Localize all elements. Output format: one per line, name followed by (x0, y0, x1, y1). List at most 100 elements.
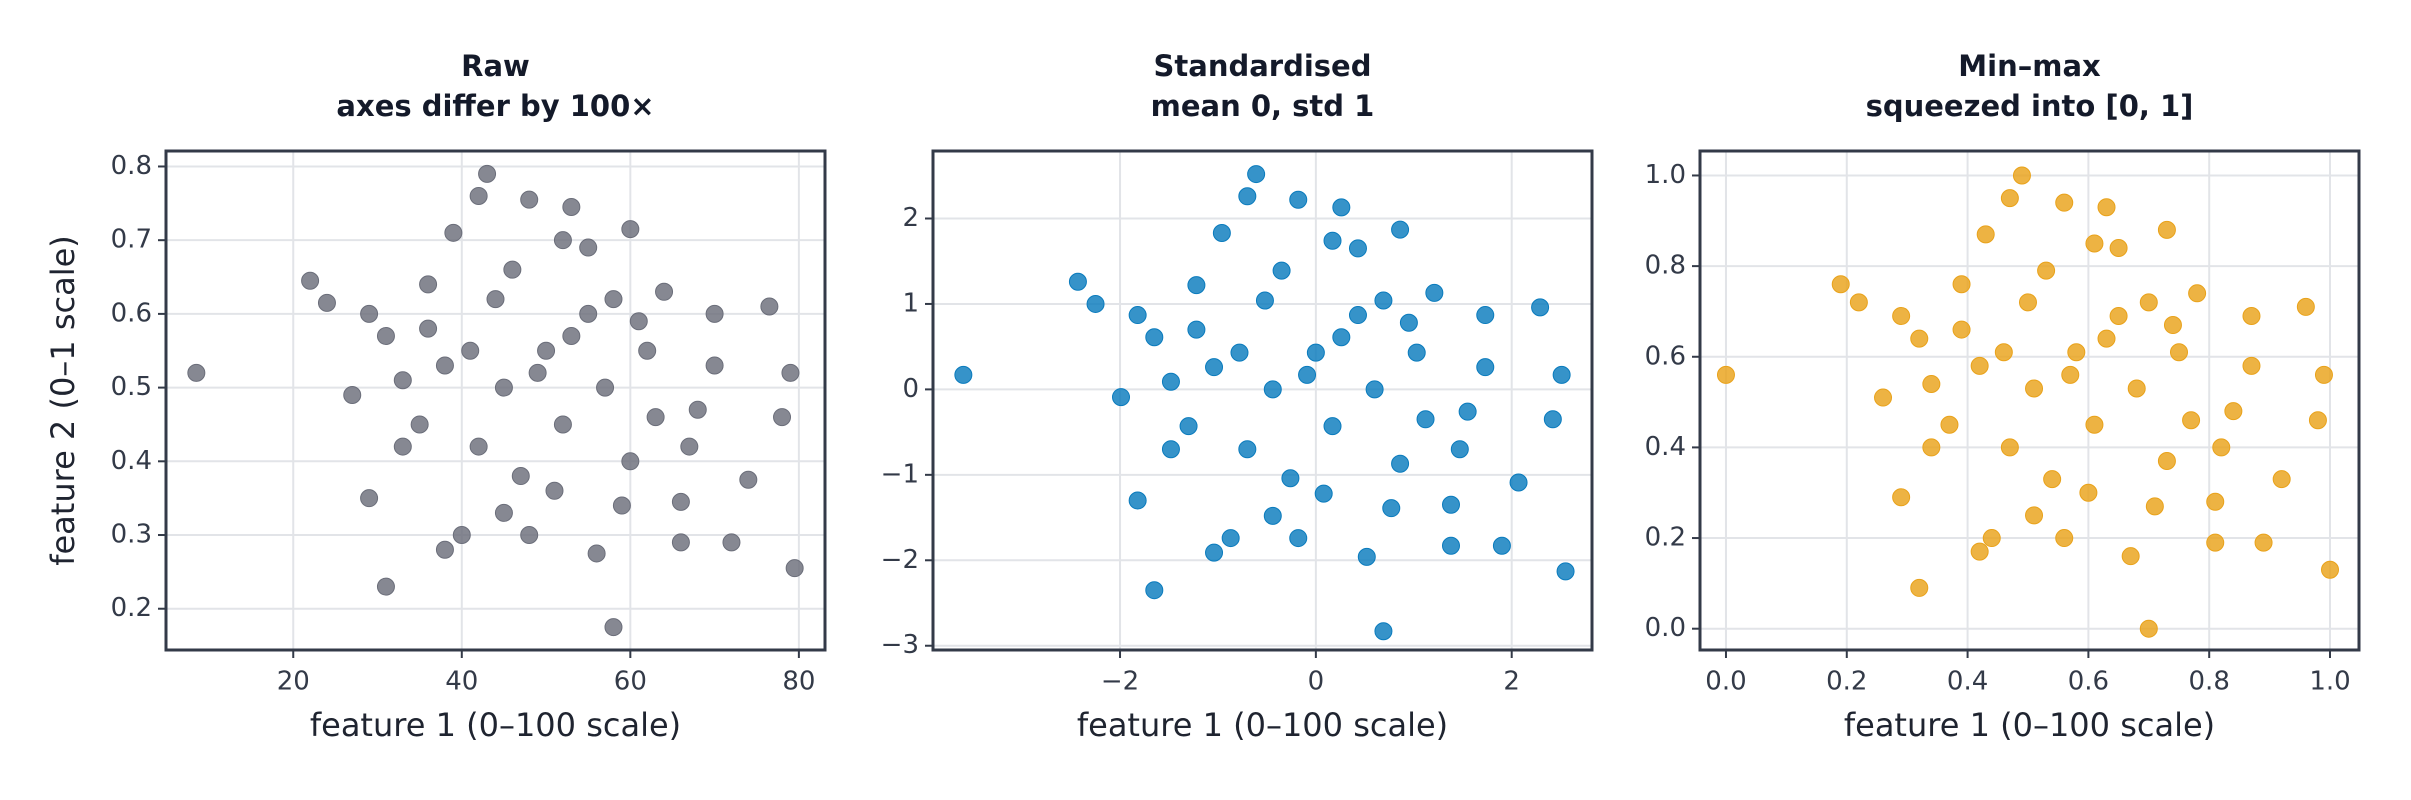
point (1476, 358, 1495, 377)
panel-subtitle: axes differ by 100× (336, 89, 654, 123)
point (537, 341, 556, 360)
point (2055, 529, 2074, 548)
point (680, 437, 699, 456)
point (1263, 506, 1282, 525)
point (461, 341, 480, 360)
point (1441, 536, 1460, 555)
point (2055, 193, 2074, 212)
point (1289, 190, 1308, 209)
point (2308, 411, 2327, 430)
y-tick-label: 0.5 (111, 372, 152, 402)
point (520, 190, 539, 209)
point (1179, 417, 1198, 436)
x-axis-label: feature 1 (0–100 scale) (1077, 706, 1448, 744)
point (503, 260, 522, 279)
point (1552, 365, 1571, 384)
point (2067, 343, 2086, 362)
point (393, 437, 412, 456)
point (1391, 220, 1410, 239)
point (1976, 225, 1995, 244)
point (1450, 440, 1469, 459)
point (1221, 529, 1240, 548)
panel-title: Raw (461, 49, 530, 83)
y-tick-label: 0.8 (1645, 251, 1686, 281)
point (419, 275, 438, 294)
point (2157, 452, 2176, 471)
point (187, 363, 206, 382)
point (1230, 343, 1249, 362)
point (671, 492, 690, 511)
point (1145, 328, 1164, 347)
point (2109, 306, 2128, 325)
point (1970, 356, 1989, 375)
point (604, 618, 623, 637)
point (360, 304, 379, 323)
point (1161, 440, 1180, 459)
point (2043, 470, 2062, 489)
point (954, 365, 973, 384)
panel: Standardised mean 0, std 1 −2 0 2 −3 −2 −1 0 1 2 fe… (881, 49, 1594, 744)
point (1892, 306, 1911, 325)
point (1187, 276, 1206, 295)
point (1272, 261, 1291, 280)
point (360, 489, 379, 508)
point (1161, 372, 1180, 391)
x-tick-label: 0.8 (2189, 667, 2230, 697)
point (1263, 380, 1282, 399)
point (1374, 291, 1393, 310)
point (435, 540, 454, 559)
point (2025, 506, 2044, 525)
point (1306, 343, 1325, 362)
point (2018, 293, 2037, 312)
y-tick-label: 0.6 (1645, 341, 1686, 371)
point (545, 481, 564, 500)
point (1458, 402, 1477, 421)
point (1892, 488, 1911, 507)
point (1281, 469, 1300, 488)
point (2182, 411, 2201, 430)
point (1952, 320, 1971, 339)
point (1238, 440, 1257, 459)
point (478, 164, 497, 183)
y-tick-label: 0.8 (111, 151, 152, 181)
point (1323, 231, 1342, 250)
point (739, 470, 758, 489)
point (2224, 402, 2243, 421)
point (1086, 294, 1105, 313)
y-axis-label: feature 2 (0–1 scale) (44, 235, 82, 566)
point (2206, 492, 2225, 511)
point (646, 408, 665, 427)
point (2242, 356, 2261, 375)
point (2314, 365, 2333, 384)
point (1910, 578, 1929, 597)
point (1940, 415, 1959, 434)
y-tick-label: −3 (881, 630, 919, 660)
point (486, 290, 505, 309)
y-tick-label: 0.6 (111, 298, 152, 328)
point (579, 238, 598, 257)
point (1849, 293, 1868, 312)
point (621, 220, 640, 239)
point (1382, 499, 1401, 518)
point (781, 363, 800, 382)
point (2012, 166, 2031, 185)
y-tick-label: 0.3 (111, 520, 152, 550)
point (1994, 343, 2013, 362)
y-tick-label: −2 (881, 545, 919, 575)
point (2139, 293, 2158, 312)
point (1205, 543, 1224, 562)
y-tick-label: 2 (902, 203, 919, 233)
point (1145, 581, 1164, 600)
point (1332, 328, 1351, 347)
point (760, 297, 779, 316)
x-axis-label: feature 1 (0–100 scale) (310, 706, 681, 744)
point (2321, 560, 2340, 579)
point (553, 415, 572, 434)
point (1238, 187, 1257, 206)
x-tick-label: 0 (1308, 667, 1325, 697)
point (1128, 491, 1147, 510)
point (553, 231, 572, 250)
point (2079, 483, 2098, 502)
point (2000, 189, 2019, 208)
